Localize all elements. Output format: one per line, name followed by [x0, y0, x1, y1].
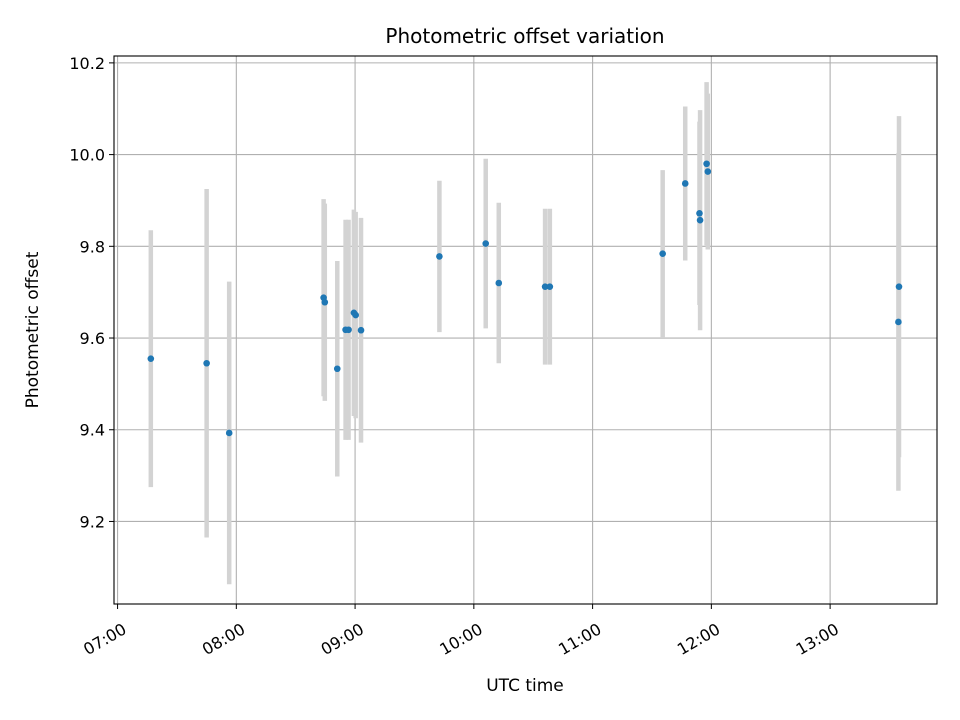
- data-point: [147, 355, 155, 362]
- y-tick-label: 9.2: [80, 512, 105, 531]
- data-point: [704, 168, 712, 175]
- y-axis-label: Photometric offset: [23, 251, 43, 408]
- data-point: [696, 209, 703, 217]
- y-tick-label: 10.0: [69, 146, 105, 165]
- data-point: [546, 283, 554, 290]
- data-point: [225, 429, 233, 437]
- y-tick-label: 9.8: [80, 237, 105, 256]
- grid: [114, 56, 937, 604]
- data-point: [541, 283, 549, 290]
- data-point: [895, 318, 902, 326]
- plot-frame: [113, 55, 938, 605]
- data-point: [352, 311, 359, 319]
- data-point: [436, 253, 443, 260]
- data-points: [147, 160, 903, 437]
- data-point: [203, 359, 210, 367]
- data-point: [659, 250, 666, 257]
- data-point: [681, 180, 689, 187]
- data-point: [321, 298, 329, 306]
- data-point: [357, 326, 365, 334]
- data-point: [482, 240, 490, 247]
- y-tick-label: 9.6: [80, 329, 105, 348]
- data-point: [703, 160, 710, 168]
- x-axis-label: UTC time: [486, 676, 564, 696]
- data-point: [495, 279, 503, 287]
- y-tick-label: 10.2: [69, 54, 105, 73]
- data-point: [333, 365, 341, 373]
- chart-title: Photometric offset variation: [385, 24, 664, 48]
- data-point: [345, 326, 352, 334]
- data-point: [696, 216, 704, 224]
- y-axis: 9.2 9.4 9.6 9.8 10.0 10.2: [69, 54, 114, 531]
- y-tick-label: 9.4: [80, 421, 105, 440]
- data-point: [895, 283, 903, 290]
